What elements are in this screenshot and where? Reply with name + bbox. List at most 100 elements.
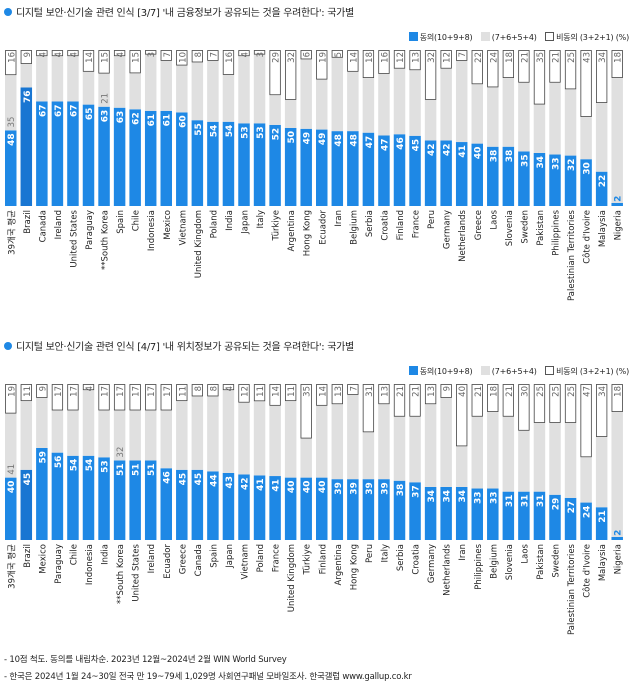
bar-agree (518, 151, 530, 206)
bar-mid (518, 82, 530, 152)
category-label: Serbia (365, 210, 375, 237)
bar-disagree (487, 384, 499, 412)
agree-value-label: 67 (38, 104, 48, 117)
legend-label-disagree: 비동의 (3+2+1) (%) (556, 33, 629, 42)
disagree-value-label: 14 (272, 386, 282, 397)
disagree-value-label: 19 (7, 386, 17, 397)
disagree-value-label: 5 (334, 52, 344, 57)
agree-value-label: 38 (505, 150, 515, 163)
agree-value-label: 40 (287, 481, 297, 494)
bar-agree (533, 491, 546, 540)
bar-mid (455, 446, 468, 487)
agree-value-label: 41 (272, 479, 282, 492)
category-label: Argentina (334, 544, 344, 585)
bar-agree (5, 130, 17, 206)
category-label: Poland (209, 210, 219, 238)
bar-disagree (5, 50, 17, 76)
bar-agree (269, 124, 281, 206)
agree-value-label: 47 (365, 136, 375, 149)
agree-value-label: 51 (132, 463, 142, 476)
bar-agree (331, 131, 344, 206)
bar-agree (393, 134, 406, 206)
disagree-value-label: 11 (178, 386, 188, 397)
bar-agree (20, 87, 33, 206)
bar-disagree (393, 384, 406, 417)
bar-mid (471, 84, 483, 144)
disagree-value-label: 21 (474, 386, 484, 397)
bar-agree (284, 128, 297, 206)
category-label: India (101, 544, 111, 565)
bar-mid (611, 78, 623, 203)
bar-disagree (36, 384, 48, 398)
category-label: Paraguay (85, 210, 95, 250)
disagree-value-label: 21 (520, 52, 530, 63)
disagree-value-label: 7 (458, 52, 468, 57)
bar-disagree (316, 50, 328, 80)
bar-agree (238, 474, 250, 540)
bar-mid (455, 60, 468, 143)
bar-agree (176, 469, 188, 540)
bar-disagree (82, 50, 95, 72)
category-label: Sweden (552, 544, 562, 578)
bar-disagree (316, 384, 328, 406)
category-label: Ecuador (163, 543, 173, 578)
bar-disagree (580, 50, 592, 117)
agree-value-label: 50 (287, 131, 297, 144)
bar-mid (129, 73, 141, 110)
legend-label-agree: 동의(10+9+8) (419, 367, 473, 376)
disagree-value-label: 40 (458, 386, 468, 397)
bar-mid (207, 60, 219, 122)
bar-mid (549, 423, 561, 495)
bar-mid (36, 398, 48, 448)
legend-label-disagree: 비동의 (3+2+1) (%) (556, 367, 629, 376)
disagree-value-label: 17 (101, 386, 111, 397)
bar-agree (207, 471, 219, 540)
legend-2: 동의(10+9+8) (7+6+5+4) 비동의 (3+2+1) (%) (403, 366, 629, 377)
bar-agree (269, 476, 281, 540)
category-label: Greece (178, 544, 188, 574)
disagree-value-label: 32 (427, 52, 437, 63)
chart-panel-2: 디지털 보안·신기술 관련 인식 [4/7] '내 위치정보가 공유되는 것을 … (0, 334, 635, 646)
bar-mid (238, 402, 250, 475)
bar-disagree (518, 384, 530, 431)
category-label: **South Korea (101, 210, 111, 270)
bar-disagree (269, 384, 281, 406)
disagree-value-label: 13 (412, 52, 422, 63)
bar-mid (393, 416, 406, 481)
category-label: Pakistan (536, 544, 546, 580)
disagree-value-label: 34 (598, 52, 608, 63)
bar-disagree (284, 50, 297, 100)
bar-agree (471, 143, 483, 206)
legend-swatch-mid (480, 366, 490, 375)
bar-agree (191, 120, 204, 206)
bar-agree (487, 146, 499, 206)
agree-value-label: 54 (69, 459, 79, 472)
disagree-value-label: 18 (489, 386, 499, 397)
category-label: Greece (474, 210, 484, 240)
bar-disagree (549, 384, 561, 423)
bar-mid (424, 99, 437, 141)
bar-mid (549, 82, 561, 155)
bar-disagree (129, 384, 141, 411)
category-label: Sweden (520, 210, 530, 244)
category-label: Peru (427, 210, 437, 229)
bar-disagree (611, 384, 623, 412)
category-label: Croatia (380, 210, 390, 241)
bar-agree (176, 112, 188, 206)
bar-mid (300, 438, 312, 478)
bar-mid (191, 62, 204, 121)
disagree-value-label: 11 (23, 386, 33, 397)
agree-value-label: 38 (396, 484, 406, 497)
bar-disagree (596, 50, 608, 103)
category-label: Hong Kong (349, 544, 359, 590)
bar-agree (129, 460, 141, 540)
agree-value-label: 63 (101, 110, 111, 123)
bar-agree (409, 482, 421, 540)
category-label: Finland (396, 210, 406, 240)
bar-agree (580, 502, 592, 540)
agree-value-label: 21 (598, 510, 608, 523)
category-label: Nigeria (614, 210, 624, 240)
agree-value-label: 41 (256, 478, 266, 491)
bar-agree (409, 135, 421, 206)
